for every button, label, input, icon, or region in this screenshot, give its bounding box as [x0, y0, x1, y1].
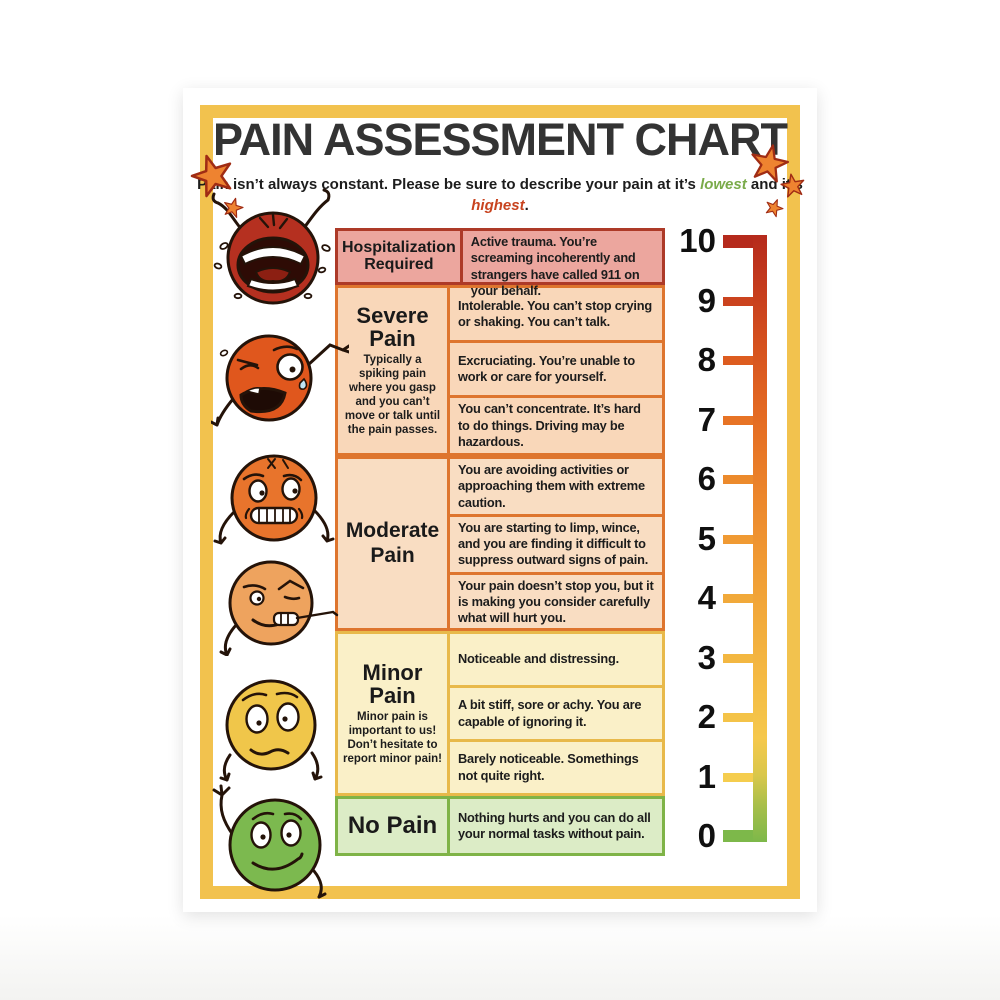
happy-waving-face — [212, 784, 327, 899]
page-title: PAIN ASSESSMENT CHART — [212, 114, 788, 165]
scale-tick-9 — [723, 297, 755, 306]
subtitle-highest-word: highest — [471, 197, 525, 214]
section-label-cell: Moderate Pain — [338, 459, 450, 628]
scale-tick-2 — [723, 713, 755, 722]
level-2-description: A bit stiff, sore or achy. You are capab… — [450, 685, 662, 739]
section-hospitalization: Hospitalization Required Active trauma. … — [335, 228, 665, 298]
section-title: No Pain — [347, 812, 438, 840]
scale-number-4: 4 — [697, 579, 716, 616]
section-label-cell: Minor Pain Minor pain is important to us… — [338, 634, 450, 793]
level-3-description: Noticeable and distressing. — [458, 651, 620, 667]
section-moderate-pain: Moderate Pain You are avoiding activitie… — [335, 456, 665, 631]
scale-tick-6 — [723, 475, 755, 484]
scale-tick-10 — [723, 235, 755, 248]
scale-number-6: 6 — [697, 460, 716, 497]
scale-number-9: 9 — [697, 282, 716, 319]
section-label-cell: Severe Pain Typically a spiking pain whe… — [338, 288, 450, 453]
gritted-teeth-anxious-face — [213, 454, 335, 545]
pain-assessment-poster: PAIN ASSESSMENT CHART Pain isn’t always … — [183, 88, 817, 912]
level-8-description: Excruciating. You’re unable to work or c… — [450, 340, 662, 395]
section-label-cell: No Pain — [338, 799, 450, 853]
section-no-pain: No Pain Nothing hurts and you can do all… — [335, 796, 665, 856]
wincing-grimace-face — [219, 560, 339, 656]
poster-subtitle: Pain isn’t always constant. Please be su… — [183, 174, 817, 216]
section-severe-pain: Severe Pain Typically a spiking pain whe… — [335, 285, 665, 456]
scale-tick-8 — [723, 356, 755, 365]
section-minor-pain: Minor Pain Minor pain is important to us… — [335, 631, 665, 796]
subtitle-lowest-word: lowest — [700, 176, 747, 193]
gold-frame-border — [200, 105, 800, 899]
level-5-description: You are starting to limp, wince, and you… — [450, 513, 662, 572]
scale-tick-0 — [723, 830, 755, 842]
section-sublabel: Minor pain is important to us! Don’t hes… — [342, 711, 443, 766]
section-sublabel: Typically a spiking pain where you gasp … — [344, 354, 441, 437]
stars-decoration-right-icon — [747, 140, 807, 219]
pain-scale-gradient-bar — [753, 235, 767, 842]
scale-tick-7 — [723, 416, 755, 425]
scale-number-10: 10 — [679, 222, 716, 259]
scale-number-0: 0 — [697, 817, 716, 854]
screaming-crying-face — [211, 188, 331, 305]
scale-tick-5 — [723, 535, 755, 544]
section-title: Severe Pain — [356, 302, 429, 351]
section-title: Minor Pain — [362, 659, 423, 708]
scale-number-2: 2 — [697, 698, 716, 735]
level-4-description: Your pain doesn’t stop you, but it is ma… — [450, 571, 662, 630]
level-7-description: You can’t concentrate. It’s hard to do t… — [450, 395, 662, 453]
scale-number-8: 8 — [697, 341, 716, 378]
scale-tick-1 — [723, 773, 755, 782]
level-10-description: Active trauma. You’re screaming incohere… — [470, 234, 640, 298]
level-9-description: Intolerable. You can’t stop crying or sh… — [458, 297, 652, 330]
uneasy-worried-face — [219, 679, 323, 782]
level-0-description: Nothing hurts and you can do all your no… — [458, 809, 651, 841]
tear-drop-icon — [298, 377, 308, 390]
scale-number-3: 3 — [697, 639, 716, 676]
scale-tick-4 — [723, 594, 755, 603]
subtitle-part1: Pain isn’t always constant. Please be su… — [197, 176, 701, 193]
panicked-screaming-face — [211, 334, 349, 427]
section-label-cell: Hospitalization Required — [338, 231, 463, 282]
scale-number-5: 5 — [697, 520, 716, 557]
level-6-description: You are avoiding activities or approachi… — [458, 462, 645, 510]
scale-tick-3 — [723, 654, 755, 663]
section-title: Moderate Pain — [345, 519, 440, 567]
stars-decoration-left-icon — [186, 148, 246, 219]
scale-number-7: 7 — [697, 401, 716, 438]
subtitle-part3: . — [524, 197, 529, 214]
level-1-description: Barely noticeable. Somethings not quite … — [450, 739, 662, 793]
straw-in-mouth-icon — [295, 610, 339, 620]
section-title: Hospitalization Required — [342, 238, 456, 273]
tear-drops-icon — [213, 242, 331, 300]
scale-number-1: 1 — [697, 758, 716, 795]
pain-levels-table: Hospitalization Required Active trauma. … — [335, 228, 665, 856]
